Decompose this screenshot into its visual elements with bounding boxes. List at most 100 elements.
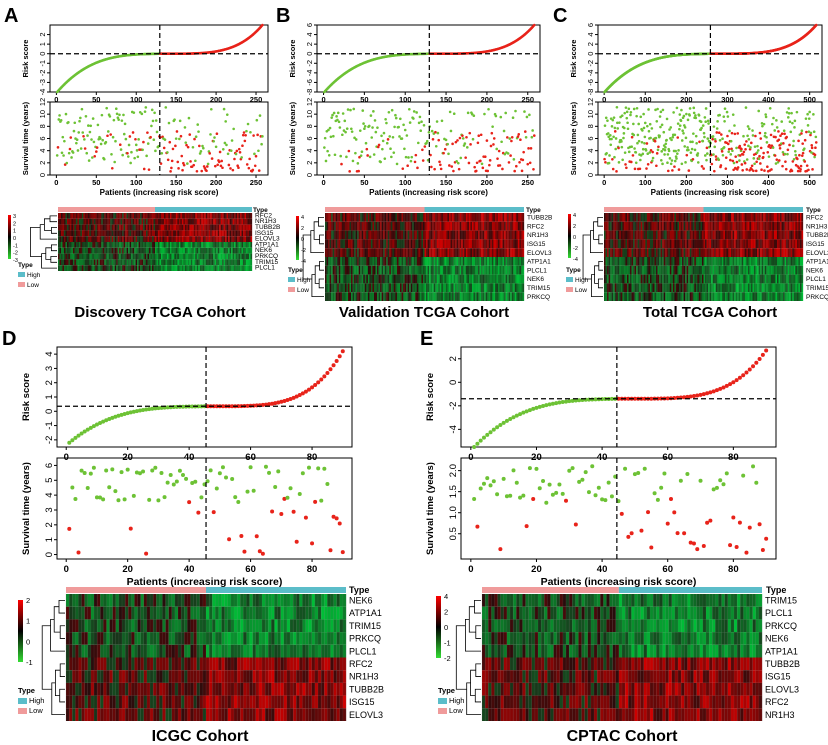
survival-point	[722, 146, 726, 149]
survival-point	[178, 137, 181, 141]
heat-cell	[488, 292, 491, 301]
heat-cell	[669, 213, 672, 222]
heat-cell	[502, 248, 505, 257]
heat-cell	[219, 213, 221, 219]
heat-cell	[129, 213, 132, 219]
survival-point	[773, 129, 777, 132]
heat-cell	[487, 283, 489, 293]
heat-cell	[430, 292, 433, 301]
heat-cell	[138, 259, 141, 266]
heat-cell	[165, 236, 168, 242]
heat-cell	[386, 239, 388, 249]
heat-cell	[657, 213, 660, 222]
heat-cell	[155, 218, 157, 225]
survival-point	[766, 151, 770, 154]
heat-cell	[381, 221, 384, 231]
heat-cell	[338, 274, 341, 284]
heat-cell	[201, 259, 203, 266]
heat-cell	[190, 236, 193, 242]
heat-cell	[104, 236, 106, 242]
heat-cell	[63, 253, 66, 260]
heat-cell	[240, 236, 242, 242]
heat-cell	[468, 221, 471, 231]
heat-cell	[453, 213, 456, 222]
heat-cell	[213, 247, 215, 254]
heat-cell	[132, 242, 135, 248]
heat-cell	[373, 274, 376, 284]
survival-point	[723, 107, 727, 110]
heat-cell	[75, 213, 78, 219]
heat-cell	[444, 283, 447, 293]
heat-cell	[352, 274, 355, 284]
survival-x-tick-label: 150	[170, 178, 183, 187]
heat-cell	[241, 265, 244, 271]
heat-cell	[395, 248, 398, 257]
heat-cell	[166, 253, 169, 260]
heat-cell	[204, 265, 206, 271]
heat-cell	[410, 239, 413, 249]
survival-point	[771, 146, 775, 149]
heat-cell	[369, 292, 372, 301]
survival-point	[79, 147, 83, 150]
heat-cell	[68, 242, 71, 248]
heat-cell	[361, 292, 364, 301]
survival-point	[613, 126, 617, 130]
heat-cell	[511, 274, 514, 284]
survival-point	[660, 123, 664, 127]
heat-cell	[156, 218, 159, 225]
heat-cell	[240, 242, 242, 248]
survival-point	[617, 161, 621, 164]
heat-cell	[361, 283, 364, 293]
heat-cell	[190, 253, 193, 260]
heat-cell	[77, 253, 80, 260]
survival-point	[443, 147, 447, 151]
survival-point	[769, 133, 773, 137]
survival-point	[123, 122, 127, 126]
heat-cell	[497, 274, 500, 284]
survival-point	[137, 138, 140, 141]
heat-cell	[186, 230, 188, 237]
heat-cell	[110, 259, 112, 266]
heat-cell	[325, 283, 327, 293]
heat-cell	[159, 230, 162, 237]
heat-cell	[66, 259, 69, 266]
heat-cell	[59, 224, 62, 231]
heat-cell	[470, 283, 473, 293]
heat-cell	[210, 242, 212, 248]
heat-cell	[208, 247, 211, 254]
heat-cell	[396, 292, 399, 301]
survival-point	[63, 139, 66, 143]
survival-point	[186, 145, 190, 149]
survival-point	[673, 159, 677, 163]
heat-cell	[441, 239, 444, 249]
heat-cell	[493, 274, 496, 284]
heat-cell	[519, 265, 522, 275]
heat-cell	[413, 248, 416, 257]
heat-cell	[210, 236, 212, 242]
heat-cell	[390, 283, 393, 293]
survival-point	[382, 131, 386, 135]
heat-cell	[413, 274, 416, 284]
heat-cell	[381, 292, 384, 301]
heat-cell	[479, 274, 482, 284]
heat-cell	[335, 274, 338, 284]
heat-cell	[496, 230, 499, 240]
heat-cell	[422, 265, 425, 275]
heat-cell	[369, 230, 372, 240]
heat-cell	[421, 292, 424, 301]
survival-point	[422, 124, 426, 127]
heat-cell	[335, 292, 338, 301]
survival-point	[732, 161, 736, 165]
heat-cell	[104, 253, 106, 260]
heat-cell	[80, 253, 83, 260]
survival-point	[622, 136, 625, 140]
survival-point	[807, 130, 811, 133]
heat-cell	[208, 218, 211, 225]
survival-point	[630, 135, 634, 139]
heat-cell	[390, 257, 393, 266]
survival-point	[611, 157, 614, 161]
survival-point	[662, 130, 666, 134]
heat-cell	[493, 213, 496, 222]
heat-cell	[386, 292, 388, 301]
heat-cell	[416, 265, 419, 275]
